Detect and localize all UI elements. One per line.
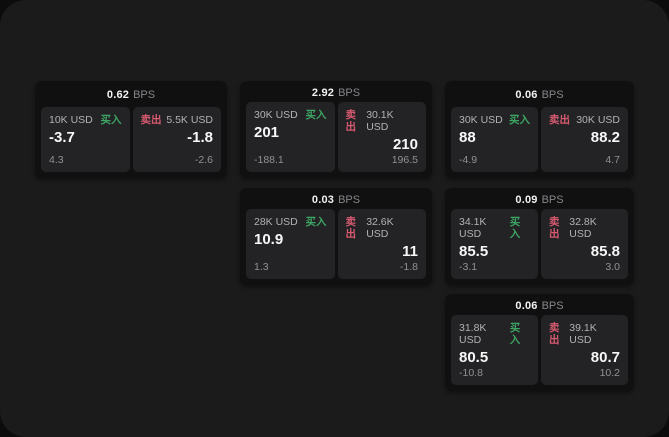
sell-delta: -2.6 xyxy=(194,154,213,166)
sell-amount-label: 5.5K USD xyxy=(166,114,213,126)
buy-amount-label: 30K USD xyxy=(459,114,503,126)
quote-card: 2.92 BPS 30K USD 买入 201 -188.1 卖出 30.1K … xyxy=(240,81,432,178)
buy-amount-label: 28K USD xyxy=(254,216,298,228)
sell-delta: 196.5 xyxy=(391,154,418,166)
bps-value: 0.03 xyxy=(311,193,335,206)
quote-card: 0.09 BPS 34.1K USD 买入 85.5 -3.1 卖出 32.8K… xyxy=(445,188,634,285)
buy-price: 85.5 xyxy=(459,243,489,260)
sell-price-tile[interactable]: 卖出 32.8K USD 85.8 3.0 xyxy=(541,209,628,279)
sell-price-tile[interactable]: 卖出 30.1K USD 210 196.5 xyxy=(337,102,426,172)
bps-unit-label: BPS xyxy=(541,89,564,101)
buy-side-label: 买入 xyxy=(305,216,327,228)
bps-spread-header: 0.09 BPS xyxy=(451,193,628,206)
bps-value: 0.62 xyxy=(106,89,130,101)
buy-price: 201 xyxy=(254,124,280,141)
buy-side-label: 买入 xyxy=(509,114,530,126)
bps-spread-header: 0.06 BPS xyxy=(451,86,628,104)
sell-delta: 4.7 xyxy=(605,154,620,166)
sell-amount-label: 30K USD xyxy=(576,114,620,126)
buy-price-tile[interactable]: 30K USD 买入 201 -188.1 xyxy=(246,102,335,172)
sell-side-label: 卖出 xyxy=(549,216,560,240)
bps-unit-label: BPS xyxy=(133,89,156,101)
sell-price-tile[interactable]: 卖出 32.6K USD 11 -1.8 xyxy=(337,209,426,279)
sell-side-label: 卖出 xyxy=(140,114,162,126)
buy-delta: 1.3 xyxy=(254,261,269,273)
bps-value: 0.09 xyxy=(515,193,538,206)
quote-card: 0.03 BPS 28K USD 买入 10.9 1.3 卖出 32.6K US… xyxy=(240,188,432,285)
buy-amount-label: 10K USD xyxy=(49,114,93,126)
sell-price-tile[interactable]: 卖出 39.1K USD 80.7 10.2 xyxy=(541,315,628,385)
bps-unit-label: BPS xyxy=(541,193,564,206)
sell-amount-label: 39.1K USD xyxy=(569,322,597,346)
buy-delta: 4.3 xyxy=(49,154,64,166)
bps-spread-header: 0.06 BPS xyxy=(451,299,628,312)
bps-spread-header: 0.62 BPS xyxy=(41,86,221,104)
quote-card: 0.06 BPS 31.8K USD 买入 80.5 -10.8 卖出 39.1… xyxy=(445,294,634,391)
buy-price-tile[interactable]: 31.8K USD 买入 80.5 -10.8 xyxy=(451,315,538,385)
buy-price-tile[interactable]: 28K USD 买入 10.9 1.3 xyxy=(246,209,335,279)
buy-price-tile[interactable]: 30K USD 买入 88 -4.9 xyxy=(451,107,538,172)
sell-price: 210 xyxy=(392,136,418,153)
buy-amount-label: 34.1K USD xyxy=(459,216,487,240)
bps-unit-label: BPS xyxy=(541,299,564,312)
sell-side-label: 卖出 xyxy=(345,109,357,133)
sell-price: 85.8 xyxy=(590,243,620,260)
bps-spread-header: 2.92 BPS xyxy=(246,86,426,99)
buy-price: 88 xyxy=(459,129,476,146)
bps-value: 0.06 xyxy=(515,299,538,312)
bps-value: 0.06 xyxy=(515,89,538,101)
sell-delta: -1.8 xyxy=(399,261,418,273)
quote-card: 0.06 BPS 30K USD 买入 88 -4.9 卖出 30K USD 8… xyxy=(445,81,634,178)
sell-price: 11 xyxy=(402,243,418,260)
sell-price: 88.2 xyxy=(590,129,620,146)
buy-delta: -10.8 xyxy=(459,367,483,379)
buy-delta: -4.9 xyxy=(459,154,478,166)
buy-price: 10.9 xyxy=(254,231,284,248)
sell-price-tile[interactable]: 卖出 30K USD 88.2 4.7 xyxy=(541,107,628,172)
sell-amount-label: 32.6K USD xyxy=(366,216,394,240)
sell-delta: 3.0 xyxy=(605,261,620,273)
bps-spread-header: 0.03 BPS xyxy=(246,193,426,206)
sell-price: -1.8 xyxy=(187,129,213,146)
buy-side-label: 买入 xyxy=(100,114,122,126)
sell-side-label: 卖出 xyxy=(549,322,560,346)
quote-card: 0.62 BPS 10K USD 买入 -3.7 4.3 卖出 5.5K USD… xyxy=(35,81,227,178)
buy-side-label: 买入 xyxy=(509,216,521,240)
buy-price-tile[interactable]: 10K USD 买入 -3.7 4.3 xyxy=(41,107,130,172)
sell-delta: 10.2 xyxy=(599,367,620,379)
buy-amount-label: 31.8K USD xyxy=(459,322,487,346)
sell-side-label: 卖出 xyxy=(345,216,357,240)
sell-price: 80.7 xyxy=(590,349,620,366)
sell-price-tile[interactable]: 卖出 5.5K USD -1.8 -2.6 xyxy=(132,107,221,172)
buy-amount-label: 30K USD xyxy=(254,109,298,121)
buy-side-label: 买入 xyxy=(509,322,521,346)
bps-unit-label: BPS xyxy=(338,86,361,99)
sell-side-label: 卖出 xyxy=(549,114,570,126)
buy-delta: -3.1 xyxy=(459,261,478,273)
sell-amount-label: 30.1K USD xyxy=(366,109,394,133)
buy-price-tile[interactable]: 34.1K USD 买入 85.5 -3.1 xyxy=(451,209,538,279)
buy-delta: -188.1 xyxy=(254,154,284,166)
bps-value: 2.92 xyxy=(311,86,335,99)
sell-amount-label: 32.8K USD xyxy=(569,216,597,240)
buy-side-label: 买入 xyxy=(305,109,327,121)
buy-price: 80.5 xyxy=(459,349,489,366)
buy-price: -3.7 xyxy=(49,129,75,146)
bps-unit-label: BPS xyxy=(338,193,361,206)
